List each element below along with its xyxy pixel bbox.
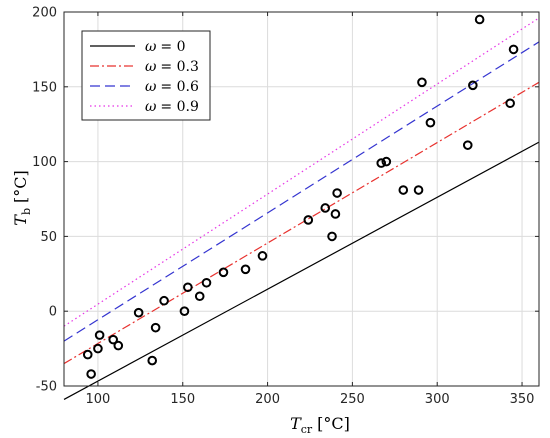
data-point: [505, 98, 515, 109]
x-tick-label: 300: [425, 392, 450, 407]
data-point: [330, 209, 341, 219]
data-point: [474, 14, 485, 25]
x-axis-label-unit: [°C]: [317, 414, 350, 433]
y-axis-label-sub: b: [20, 208, 33, 215]
y-axis-label-unit: [°C]: [11, 170, 30, 203]
y-tick-label: 200: [32, 6, 57, 21]
data-point: [147, 355, 158, 366]
x-tick-label: 100: [86, 392, 111, 407]
legend-label-1: ω = 0.3: [145, 59, 199, 75]
legend-label-0: ω = 0: [145, 39, 186, 55]
legend-label-value: = 0.3: [160, 59, 198, 75]
data-point: [240, 264, 251, 275]
data-point: [183, 282, 193, 293]
plot-frame: [63, 11, 540, 387]
y-tick-label: 0: [49, 305, 57, 320]
legend-label-value: = 0.6: [160, 79, 199, 95]
data-point: [381, 156, 392, 167]
x-axis-label-sub: cr: [301, 423, 313, 436]
y-axis-label-main: T: [11, 214, 30, 226]
data-point: [398, 185, 409, 195]
data-point: [257, 251, 268, 261]
data-point: [303, 215, 314, 225]
y-tick-label: -50: [36, 380, 57, 395]
x-tick-label: 150: [170, 392, 195, 407]
data-point: [327, 231, 337, 242]
legend-label-2: ω = 0.6: [145, 79, 199, 95]
legend-label-symbol: ω: [145, 79, 157, 95]
legend-label-symbol: ω: [145, 39, 157, 55]
y-tick-label: 50: [40, 230, 57, 245]
legend: ω = 0ω = 0.3ω = 0.6ω = 0.9: [81, 30, 211, 121]
legend-label-symbol: ω: [145, 99, 157, 115]
data-point: [86, 369, 96, 379]
x-tick-label: 350: [510, 392, 535, 407]
data-point: [376, 158, 387, 168]
data-point: [468, 80, 478, 91]
series-line-1: [63, 81, 540, 365]
data-point: [462, 140, 473, 150]
data-point: [413, 185, 424, 195]
x-tick-label: 250: [340, 392, 365, 407]
series-line-0: [63, 141, 540, 400]
data-point: [94, 330, 105, 340]
x-axis-label-main: T: [290, 414, 302, 433]
series-lines: [63, 17, 540, 400]
data-point: [417, 77, 427, 88]
data-point: [201, 277, 212, 288]
y-tick-label: 100: [32, 155, 57, 170]
data-point: [82, 349, 93, 360]
legend-label-3: ω = 0.9: [145, 99, 199, 115]
data-point: [508, 44, 519, 55]
ticks: [64, 11, 539, 387]
data-point: [93, 343, 103, 354]
data-point: [320, 203, 331, 213]
y-tick-label: 150: [32, 80, 57, 95]
data-point: [218, 267, 229, 278]
x-axis-label: Tcr [°C]: [290, 414, 350, 436]
data-points: [82, 14, 519, 379]
legend-label-value: = 0.9: [160, 99, 198, 115]
data-point: [133, 307, 144, 318]
series-line-2: [63, 41, 540, 342]
data-point: [150, 322, 161, 333]
data-point: [113, 340, 124, 351]
legend-label-symbol: ω: [145, 59, 157, 75]
x-tick-labels: 100 150 200 250 300 350: [86, 392, 535, 407]
data-point: [159, 295, 169, 306]
data-point: [425, 117, 436, 128]
x-tick-label: 200: [255, 392, 280, 407]
legend-label-value: = 0: [160, 39, 185, 55]
y-axis-label: Tb [°C]: [11, 170, 33, 225]
data-point: [108, 334, 118, 345]
y-tick-labels: -50 0 50 100 150 200: [32, 6, 57, 395]
data-point: [194, 291, 205, 302]
data-point: [332, 188, 342, 198]
data-point: [179, 306, 190, 317]
